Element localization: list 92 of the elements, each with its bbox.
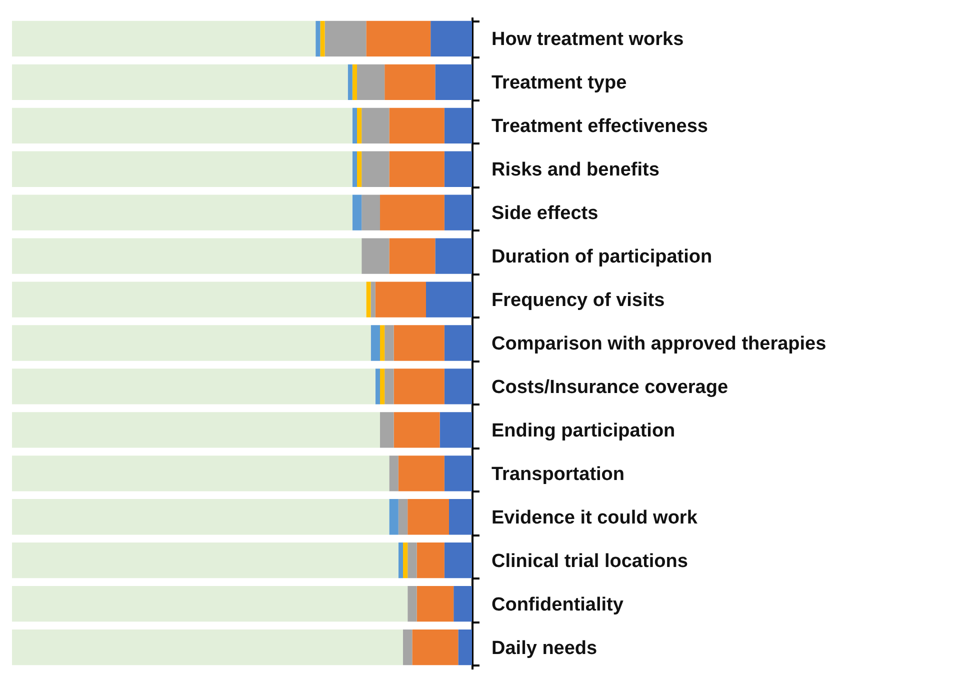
bar xyxy=(416,542,444,578)
bar xyxy=(380,412,394,448)
bar xyxy=(366,20,431,57)
bar xyxy=(362,108,390,144)
bar xyxy=(12,282,366,318)
bar xyxy=(426,282,472,318)
bar xyxy=(352,108,357,144)
y-tick-label: Daily needs xyxy=(492,638,598,659)
bar xyxy=(458,629,472,666)
bar xyxy=(12,151,352,187)
bar xyxy=(398,456,444,492)
bar xyxy=(384,64,436,100)
bar xyxy=(362,151,390,187)
bar xyxy=(444,456,472,492)
bar xyxy=(375,368,380,404)
bar xyxy=(412,629,458,666)
bar xyxy=(357,108,362,144)
y-tick-label: Treatment effectiveness xyxy=(492,116,708,138)
bar xyxy=(416,586,454,622)
bar xyxy=(362,238,390,274)
bar xyxy=(12,108,352,144)
bar xyxy=(324,20,366,57)
bar xyxy=(12,586,408,622)
y-tick-label: Costs/Insurance coverage xyxy=(492,376,728,398)
bar xyxy=(444,194,472,230)
bar xyxy=(12,325,371,361)
bar xyxy=(366,282,371,318)
bar xyxy=(12,238,362,274)
y-tick-label: Evidence it could work xyxy=(492,507,698,528)
y-tick-label: Risks and benefits xyxy=(492,160,660,181)
bar xyxy=(357,64,385,100)
y-tick-label: Ending participation xyxy=(492,420,676,442)
y-tick-label: Side effects xyxy=(492,203,598,224)
bar xyxy=(384,368,394,404)
bar xyxy=(389,238,436,274)
bar xyxy=(398,499,408,535)
bar xyxy=(408,542,417,578)
bar xyxy=(362,194,380,230)
bar xyxy=(357,151,362,187)
bar xyxy=(320,20,325,57)
bar xyxy=(370,325,380,361)
bar xyxy=(389,456,398,492)
bar xyxy=(12,20,316,57)
bar xyxy=(444,542,472,578)
y-tick-label: Treatment type xyxy=(492,72,627,94)
bar xyxy=(394,325,444,361)
y-tick-label: Frequency of visits xyxy=(492,290,665,312)
bar xyxy=(389,499,398,535)
y-tick-label: Transportation xyxy=(492,464,625,485)
bar xyxy=(12,194,352,230)
bar xyxy=(370,282,376,318)
bar xyxy=(12,629,403,666)
bar xyxy=(316,20,320,57)
bar xyxy=(384,325,394,361)
y-tick-label: Clinical trial locations xyxy=(492,550,688,572)
bar xyxy=(440,412,472,448)
bar xyxy=(449,499,472,535)
bar xyxy=(430,20,472,57)
bar xyxy=(12,412,380,448)
bar xyxy=(403,629,412,666)
bar xyxy=(12,368,376,404)
bar xyxy=(389,108,444,144)
bar xyxy=(380,325,385,361)
bar xyxy=(435,64,472,100)
bar xyxy=(444,325,472,361)
y-tick-label: Confidentiality xyxy=(492,594,624,616)
bar xyxy=(394,368,444,404)
bar xyxy=(380,368,385,404)
bar xyxy=(408,586,417,622)
bar xyxy=(352,194,362,230)
y-tick-label: How treatment works xyxy=(492,29,684,50)
bar xyxy=(454,586,472,622)
bar xyxy=(444,151,472,187)
bar xyxy=(408,499,449,535)
bar xyxy=(12,542,398,578)
bar xyxy=(352,151,357,187)
bar xyxy=(394,412,440,448)
bar xyxy=(12,456,390,492)
bar xyxy=(348,64,352,100)
y-tick-label: Duration of participation xyxy=(492,246,712,268)
bar xyxy=(352,64,357,100)
bar xyxy=(403,542,408,578)
bar xyxy=(444,368,472,404)
bar xyxy=(444,108,472,144)
y-tick-label: Comparison with approved therapies xyxy=(492,334,826,354)
bar xyxy=(389,151,444,187)
bar xyxy=(380,194,444,230)
bar xyxy=(435,238,472,274)
bar xyxy=(375,282,426,318)
bar xyxy=(12,64,348,100)
bar xyxy=(12,499,390,535)
bar xyxy=(398,542,403,578)
